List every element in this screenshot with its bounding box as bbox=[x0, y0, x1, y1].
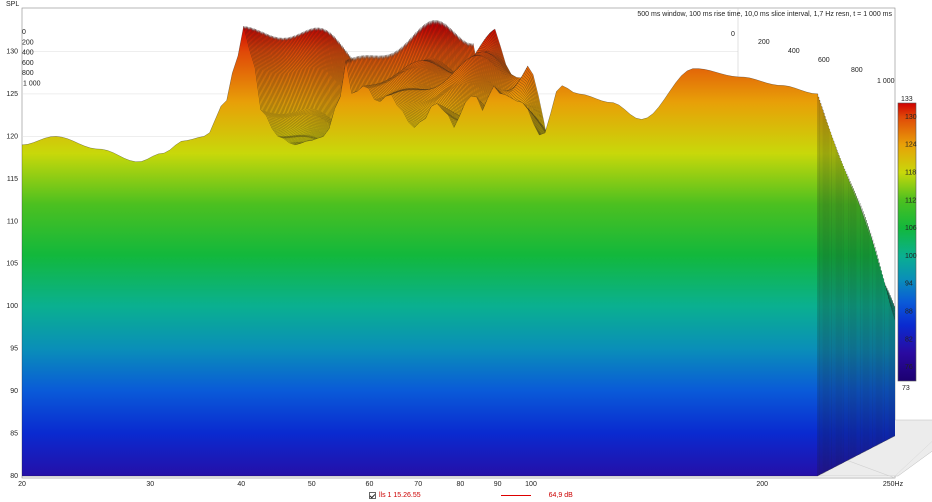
colorbar-tick-label: 118 bbox=[905, 170, 916, 177]
y-tick-label: 80 bbox=[10, 473, 18, 480]
colorbar-tick-label: 100 bbox=[905, 253, 917, 260]
time-tick-left: 600 bbox=[22, 60, 34, 67]
time-tick-right: 200 bbox=[758, 39, 770, 46]
y-tick-label: 125 bbox=[6, 91, 18, 98]
colorbar-tick-label: 94 bbox=[905, 281, 913, 288]
y-tick-label: 130 bbox=[6, 48, 18, 55]
legend-value: 64,9 dB bbox=[548, 491, 573, 499]
y-tick-label: 95 bbox=[10, 346, 18, 353]
legend-checkbox[interactable] bbox=[369, 491, 376, 499]
time-ticks-left: 0 200 400 600 800 1 000 bbox=[22, 29, 41, 88]
time-tick-left: 1 000 bbox=[23, 81, 41, 88]
time-tick-left: 400 bbox=[22, 50, 34, 57]
x-tick-label: 200 bbox=[756, 481, 768, 488]
legend-series-name: lls 1 15.26.55 bbox=[379, 491, 421, 499]
x-tick-label: 20 bbox=[18, 481, 26, 488]
y-axis-ticks: 80 85 90 95 100 105 110 115 120 125 130 bbox=[6, 48, 18, 480]
waterfall-slices bbox=[22, 20, 895, 477]
colorbar-tick-label: 82 bbox=[905, 336, 913, 343]
colorbar-max-label: 133 bbox=[901, 96, 913, 103]
time-tick-right: 600 bbox=[818, 57, 830, 64]
time-tick-right: 400 bbox=[788, 48, 800, 55]
time-ticks-right: 0 200 400 600 800 1 000 bbox=[731, 31, 895, 85]
colorbar-tick-label: 106 bbox=[905, 225, 917, 232]
time-tick-left: 800 bbox=[22, 70, 34, 77]
info-text: 500 ms window, 100 ms rise time, 10,0 ms… bbox=[637, 11, 892, 18]
x-tick-label: 70 bbox=[414, 481, 422, 488]
time-tick-right: 1 000 bbox=[877, 78, 895, 85]
x-tick-label: 250Hz bbox=[883, 481, 904, 488]
x-tick-label: 80 bbox=[457, 481, 465, 488]
colorbar-ticks: 130 124 118 112 106 100 94 88 82 76 bbox=[905, 114, 917, 371]
colorbar: 133 73 130 124 118 112 106 100 94 88 82 76 bbox=[897, 96, 917, 392]
x-tick-label: 100 bbox=[525, 481, 537, 488]
x-tick-label: 40 bbox=[237, 481, 245, 488]
y-tick-label: 110 bbox=[7, 218, 18, 225]
time-tick-left: 0 bbox=[22, 29, 26, 36]
y-axis-label: SPL bbox=[6, 1, 19, 8]
y-tick-label: 90 bbox=[10, 388, 18, 395]
colorbar-tick-label: 76 bbox=[905, 364, 913, 371]
x-axis-ticks: 20 30 40 50 60 70 80 90 100 200 250Hz bbox=[18, 481, 904, 488]
y-tick-label: 85 bbox=[10, 431, 18, 438]
colorbar-tick-label: 112 bbox=[905, 197, 916, 204]
y-tick-label: 100 bbox=[6, 303, 18, 310]
x-tick-label: 30 bbox=[146, 481, 154, 488]
x-tick-label: 90 bbox=[494, 481, 502, 488]
colorbar-tick-label: 88 bbox=[905, 309, 913, 316]
colorbar-min-label: 73 bbox=[902, 385, 910, 392]
legend-swatch bbox=[500, 494, 531, 496]
colorbar-gradient bbox=[897, 102, 917, 382]
time-tick-right: 800 bbox=[851, 67, 863, 74]
time-tick-left: 200 bbox=[22, 39, 34, 46]
colorbar-tick-label: 124 bbox=[905, 142, 917, 149]
waterfall-slice bbox=[22, 25, 819, 477]
colorbar-tick-label: 130 bbox=[905, 114, 917, 121]
legend: lls 1 15.26.55 64,9 dB bbox=[369, 489, 573, 501]
y-tick-label: 115 bbox=[7, 176, 18, 183]
time-tick-right: 0 bbox=[731, 31, 735, 38]
y-tick-label: 105 bbox=[6, 261, 18, 268]
y-tick-label: 120 bbox=[6, 133, 18, 140]
x-tick-label: 60 bbox=[366, 481, 374, 488]
x-tick-label: 50 bbox=[308, 481, 316, 488]
